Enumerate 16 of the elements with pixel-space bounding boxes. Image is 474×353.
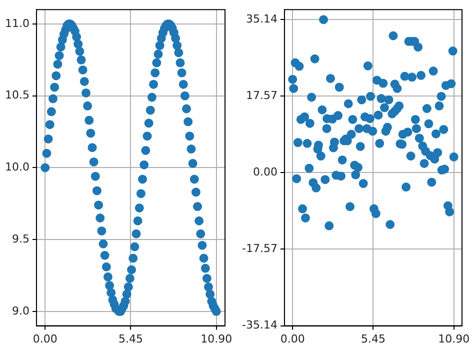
y-tick-label: 9.5 xyxy=(12,232,30,246)
y-tick-label: 10.0 xyxy=(4,160,30,174)
y-tick-label: 17.57 xyxy=(246,88,278,102)
x-tick-label: 10.90 xyxy=(200,332,232,346)
y-tick-label: 9.0 xyxy=(12,304,30,318)
y-tick-label: -35.14 xyxy=(242,318,278,332)
x-tick-label: 5.45 xyxy=(118,332,143,346)
y-tick-label: 35.14 xyxy=(246,12,278,26)
x-tick-label: 5.45 xyxy=(360,332,386,346)
y-tick-label: 10.5 xyxy=(4,88,30,102)
y-tick-label: 11.0 xyxy=(4,16,30,30)
x-tick-label: 10.90 xyxy=(438,332,470,346)
y-tick-label: -17.57 xyxy=(242,242,278,256)
x-tick-label: 0.00 xyxy=(32,332,58,346)
x-tick-label: 0.00 xyxy=(280,332,305,346)
y-tick-label: 0.00 xyxy=(252,165,278,178)
